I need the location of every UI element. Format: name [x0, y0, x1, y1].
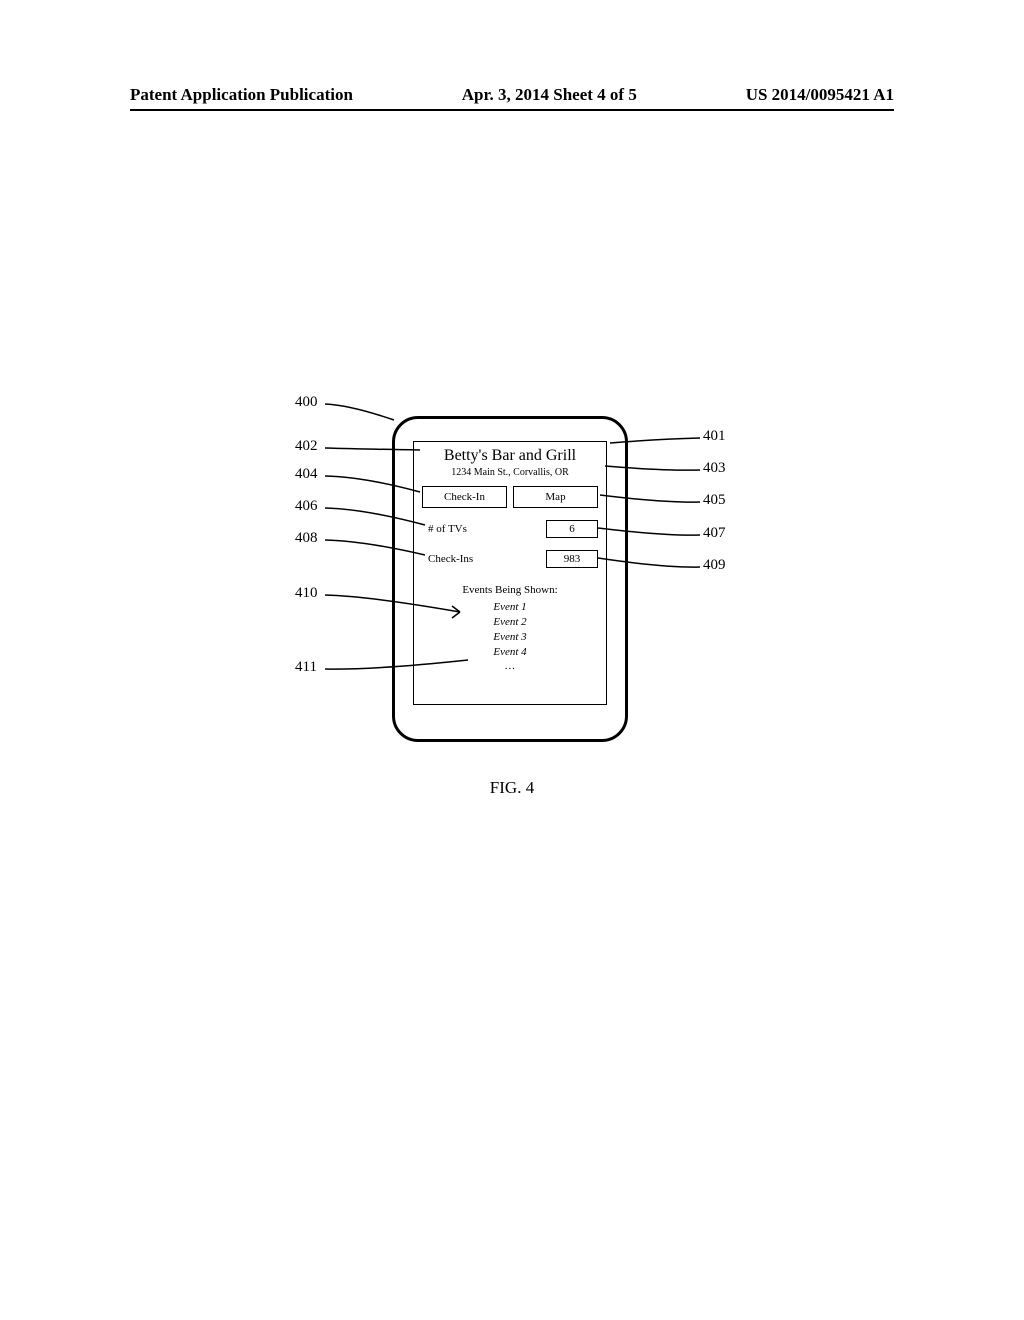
button-row: Check-In Map — [422, 486, 598, 508]
checkins-label: Check-Ins — [422, 553, 536, 565]
tvs-label: # of TVs — [422, 523, 536, 535]
ref-410: 410 — [295, 585, 318, 602]
ref-401: 401 — [703, 428, 726, 445]
ref-407: 407 — [703, 525, 726, 542]
event-item: Event 3 — [414, 630, 606, 645]
events-list: Event 1 Event 2 Event 3 Event 4 … — [414, 600, 606, 674]
venue-address: 1234 Main St., Corvallis, OR — [420, 467, 600, 478]
checkins-value: 983 — [546, 550, 598, 568]
phone-body: Betty's Bar and Grill 1234 Main St., Cor… — [392, 416, 628, 742]
ref-405: 405 — [703, 492, 726, 509]
ref-403: 403 — [703, 460, 726, 477]
event-item: … — [414, 659, 606, 674]
ref-400: 400 — [295, 394, 318, 411]
figure-caption: FIG. 4 — [0, 778, 1024, 798]
checkin-button[interactable]: Check-In — [422, 486, 507, 508]
event-item: Event 1 — [414, 600, 606, 615]
figure-stage: 400 401 402 403 404 405 406 407 408 409 … — [0, 0, 1024, 1320]
map-button[interactable]: Map — [513, 486, 598, 508]
tvs-value: 6 — [546, 520, 598, 538]
ref-406: 406 — [295, 498, 318, 515]
ref-402: 402 — [295, 438, 318, 455]
tvs-row: # of TVs 6 — [422, 520, 598, 538]
checkins-row: Check-Ins 983 — [422, 550, 598, 568]
ref-409: 409 — [703, 557, 726, 574]
ref-408: 408 — [295, 530, 318, 547]
venue-title: Betty's Bar and Grill — [420, 447, 600, 465]
ref-404: 404 — [295, 466, 318, 483]
event-item: Event 2 — [414, 615, 606, 630]
ref-411: 411 — [295, 659, 317, 676]
phone-screen: Betty's Bar and Grill 1234 Main St., Cor… — [413, 441, 607, 705]
events-heading: Events Being Shown: — [414, 584, 606, 596]
event-item: Event 4 — [414, 645, 606, 660]
